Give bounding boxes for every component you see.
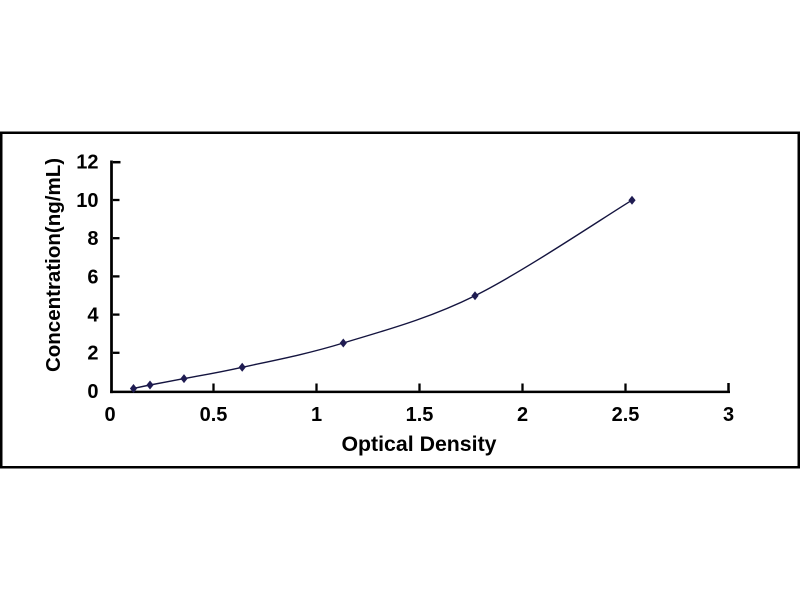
svg-text:2.5: 2.5	[612, 404, 640, 426]
svg-text:8: 8	[87, 228, 98, 250]
svg-text:1: 1	[311, 404, 322, 426]
svg-text:1.5: 1.5	[406, 404, 434, 426]
svg-text:3: 3	[723, 404, 734, 426]
svg-text:12: 12	[76, 152, 98, 174]
svg-text:2: 2	[87, 343, 98, 365]
svg-text:0.5: 0.5	[200, 404, 228, 426]
svg-text:0: 0	[87, 381, 98, 403]
svg-text:4: 4	[87, 305, 99, 327]
svg-text:Optical Density: Optical Density	[341, 432, 496, 456]
svg-text:Concentration(ng/mL): Concentration(ng/mL)	[42, 158, 65, 372]
svg-text:10: 10	[76, 190, 98, 212]
svg-text:6: 6	[87, 266, 98, 288]
svg-text:0: 0	[104, 404, 115, 426]
svg-text:2: 2	[517, 404, 528, 426]
